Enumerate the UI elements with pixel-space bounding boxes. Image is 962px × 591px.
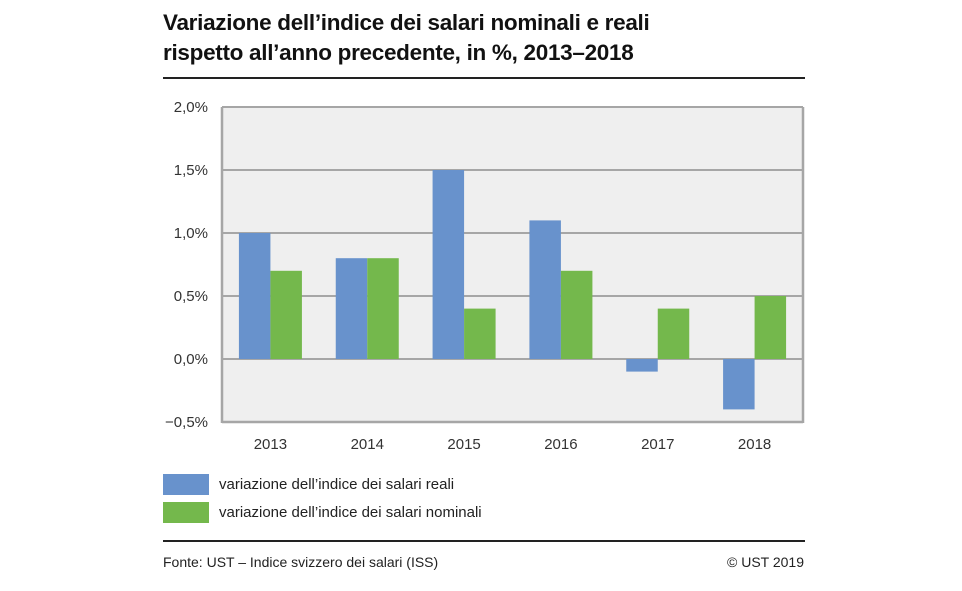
legend-swatch-nominal <box>163 501 209 523</box>
chart-title-line-2: rispetto all’anno precedente, in %, 2013… <box>163 40 634 65</box>
bar-nominal-2015 <box>464 308 496 359</box>
legend-label-real: variazione dell’indice dei salari reali <box>219 475 455 493</box>
y-tick-label: 1,5% <box>174 162 208 179</box>
bar-nominal-2013 <box>270 270 302 359</box>
y-tick-label: 1,0% <box>174 225 208 242</box>
bar-real-2015 <box>432 170 465 359</box>
chart-title: Variazione dell’indice dei salari nomina… <box>163 8 813 68</box>
bar-real-2016 <box>529 220 561 359</box>
x-tick-label: 2013 <box>254 436 287 453</box>
x-tick-label: 2015 <box>447 436 480 453</box>
y-tick-label: 0,5% <box>174 288 208 305</box>
bar-real-2014 <box>335 258 368 359</box>
x-tick-label: 2018 <box>738 436 771 453</box>
x-tick-label: 2014 <box>351 436 384 453</box>
y-tick-label: 0,0% <box>174 351 208 368</box>
bar-real-2018 <box>723 359 755 410</box>
footer-divider <box>163 540 805 542</box>
x-tick-label: 2017 <box>641 436 674 453</box>
x-tick-label: 2016 <box>544 436 577 453</box>
legend-label-nominal: variazione dell’indice dei salari nomina… <box>219 503 482 521</box>
y-tick-label: −0,5% <box>165 414 208 431</box>
legend: variazione dell’indice dei salari reali … <box>163 470 482 526</box>
bar-real-2013 <box>238 233 271 359</box>
bar-nominal-2017 <box>657 308 690 359</box>
title-divider <box>163 77 805 79</box>
legend-item-real: variazione dell’indice dei salari reali <box>163 470 482 498</box>
bar-nominal-2018 <box>754 296 787 359</box>
legend-swatch-real <box>163 473 209 495</box>
plot-area <box>222 107 803 422</box>
copyright: © UST 2019 <box>727 554 804 570</box>
bar-nominal-2016 <box>560 270 593 359</box>
y-tick-label: 2,0% <box>174 99 208 116</box>
bar-real-2017 <box>626 359 658 372</box>
source-note: Fonte: UST – Indice svizzero dei salari … <box>163 554 439 570</box>
legend-item-nominal: variazione dell’indice dei salari nomina… <box>163 498 482 526</box>
chart-title-line-1: Variazione dell’indice dei salari nomina… <box>163 10 650 35</box>
bar-nominal-2014 <box>367 258 399 359</box>
